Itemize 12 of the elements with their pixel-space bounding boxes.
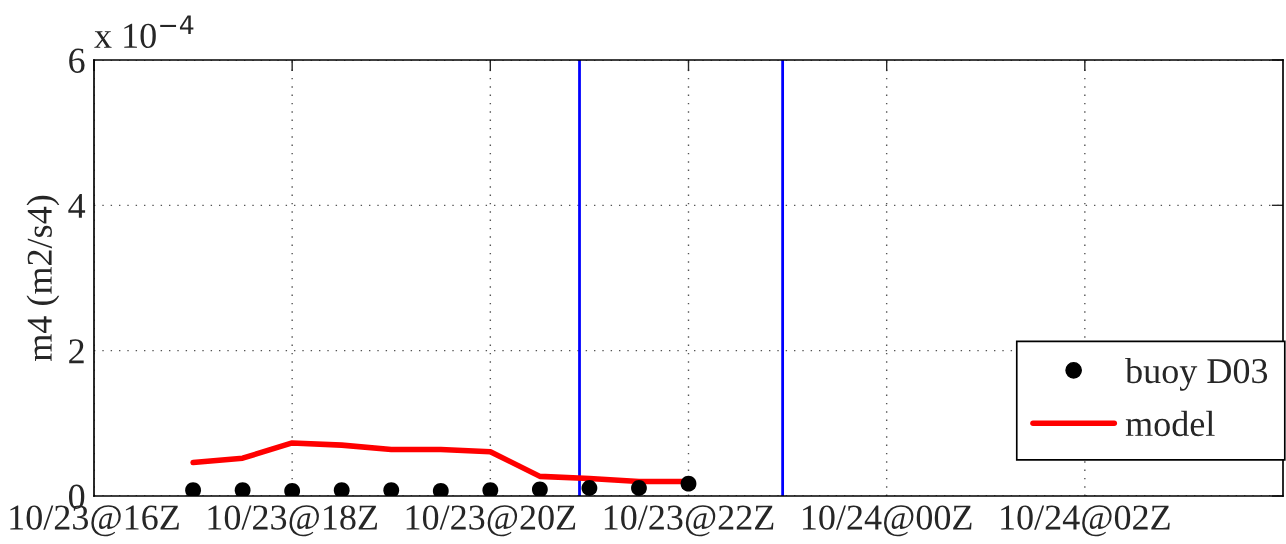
legend-label: model [1125,410,1215,437]
y-axis-title: m4 (m2/s4) [26,195,60,361]
x-tick-label: 10/23@20Z [406,505,576,537]
y-tick-label: 4 [68,194,86,218]
text: x 10$^{−4}$ [94,15,194,49]
x-tick-label: 10/24@02Z [1001,505,1170,537]
legend-label: buoy D03 [1125,357,1268,391]
y-tick-label: 6 [69,48,85,73]
x-tick-label: 10/23@22Z [604,505,774,537]
y-tick-label: 2 [69,339,84,364]
x-tick-label: 10/24@00Z [803,505,972,537]
x-tick-label: 10/23@18Z [208,505,378,537]
